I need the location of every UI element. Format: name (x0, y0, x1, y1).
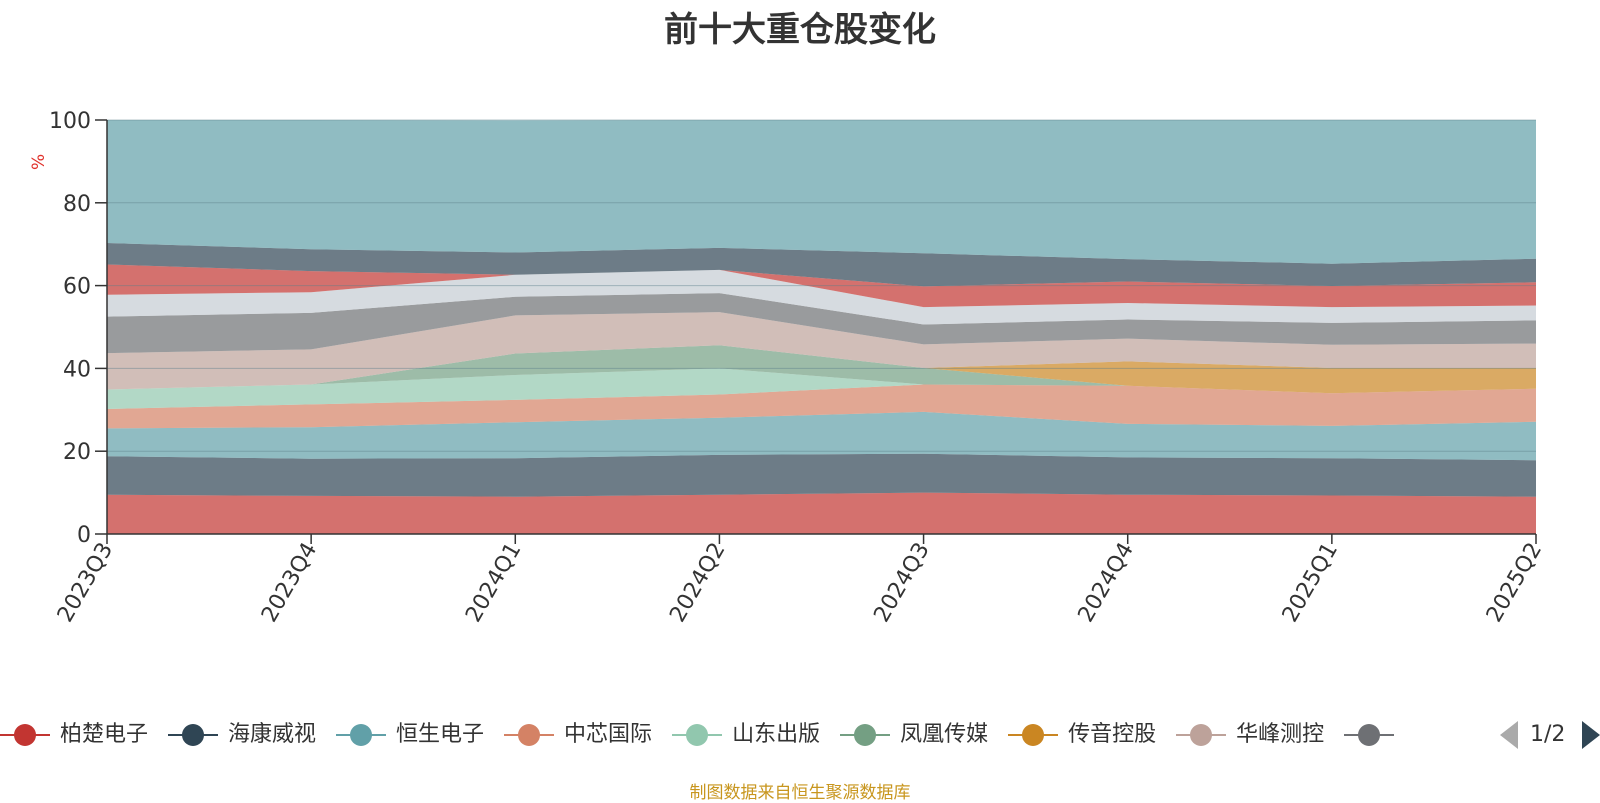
legend-prev-icon[interactable] (1500, 721, 1518, 749)
area-series-10 (107, 269, 1536, 325)
area-series-1 (107, 492, 1536, 534)
y-tick-label: 60 (63, 275, 91, 300)
legend-item[interactable]: 柏楚电子 (0, 718, 162, 752)
x-tick-label: 2025Q1 (1278, 539, 1343, 627)
legend-marker-icon (1176, 718, 1227, 752)
area-series-7 (107, 345, 1536, 394)
area-series-9 (107, 293, 1536, 354)
legend-next-icon[interactable] (1582, 721, 1600, 749)
y-tick-label: 40 (63, 357, 91, 382)
legend: 柏楚电子 海康威视 恒生电子 中芯国际 山东出版 凤凰传媒 传音控股 华峰测控 (0, 718, 1490, 752)
legend-label: 凤凰传媒 (900, 722, 989, 747)
legend-marker-icon (840, 718, 891, 752)
legend-label: 柏楚电子 (60, 722, 149, 747)
legend-page-info: 1/2 (1530, 722, 1566, 747)
source-note: 制图数据来自恒生聚源数据库 (689, 783, 911, 803)
y-tick-label: 0 (77, 523, 91, 548)
legend-item[interactable]: 华峰测控 (1176, 718, 1338, 752)
x-tick-label: 2024Q1 (461, 539, 526, 627)
area-series-3 (107, 411, 1536, 461)
area-series-2 (107, 453, 1536, 497)
x-tick-label: 2024Q4 (1074, 539, 1139, 627)
x-tick-label: 2024Q3 (869, 539, 934, 627)
area-series-8 (107, 312, 1536, 390)
legend-marker-icon (672, 718, 723, 752)
legend-label: 恒生电子 (396, 722, 485, 747)
legend-marker-icon (0, 718, 50, 752)
legend-item[interactable]: 海康威视 (168, 718, 330, 752)
chart-title: 前十大重仓股变化 (664, 10, 936, 50)
area-series-11 (107, 264, 1536, 308)
gridlines (107, 119, 1536, 452)
legend-marker-icon (168, 718, 219, 752)
y-tick-label: 20 (63, 440, 91, 465)
legend-label: 传音控股 (1068, 722, 1157, 747)
area-series-13 (107, 120, 1536, 264)
area-series-4 (107, 384, 1536, 429)
legend-marker-icon (504, 718, 555, 752)
area-series-5 (107, 368, 1536, 409)
legend-item[interactable]: 传音控股 (1008, 718, 1170, 752)
legend-label: 中芯国际 (564, 722, 653, 747)
legend-item[interactable]: 恒生电子 (336, 718, 498, 752)
legend-label: 华峰测控 (1236, 722, 1325, 747)
x-tick-label: 2023Q4 (257, 539, 322, 627)
legend-item[interactable]: 凤凰传媒 (840, 718, 1002, 752)
y-tick-label: 100 (49, 109, 91, 134)
x-tick-label: 2024Q2 (665, 539, 730, 627)
y-axis-label: % (29, 154, 49, 170)
legend-marker-icon (1008, 718, 1059, 752)
legend-marker-icon (1344, 718, 1395, 752)
stacked-area-chart: 0 20 40 60 80 100 2023Q3 2023Q4 2024Q1 2024Q2 2024… (29, 109, 1547, 627)
area-series-12 (107, 243, 1536, 287)
area-layers (107, 120, 1536, 534)
legend-marker-icon (336, 718, 387, 752)
legend-pager: 1/2 (1500, 718, 1600, 752)
legend-label: 山东出版 (732, 722, 821, 747)
x-tick-label: 2025Q2 (1482, 539, 1547, 627)
legend-item[interactable]: 山东出版 (672, 718, 834, 752)
area-series-6 (107, 345, 1536, 394)
x-tick-label: 2023Q3 (53, 539, 118, 627)
y-tick-label: 80 (63, 192, 91, 217)
legend-item[interactable]: 中芯国际 (504, 718, 666, 752)
legend-label: 海康威视 (228, 722, 317, 747)
legend-item[interactable] (1344, 718, 1418, 752)
